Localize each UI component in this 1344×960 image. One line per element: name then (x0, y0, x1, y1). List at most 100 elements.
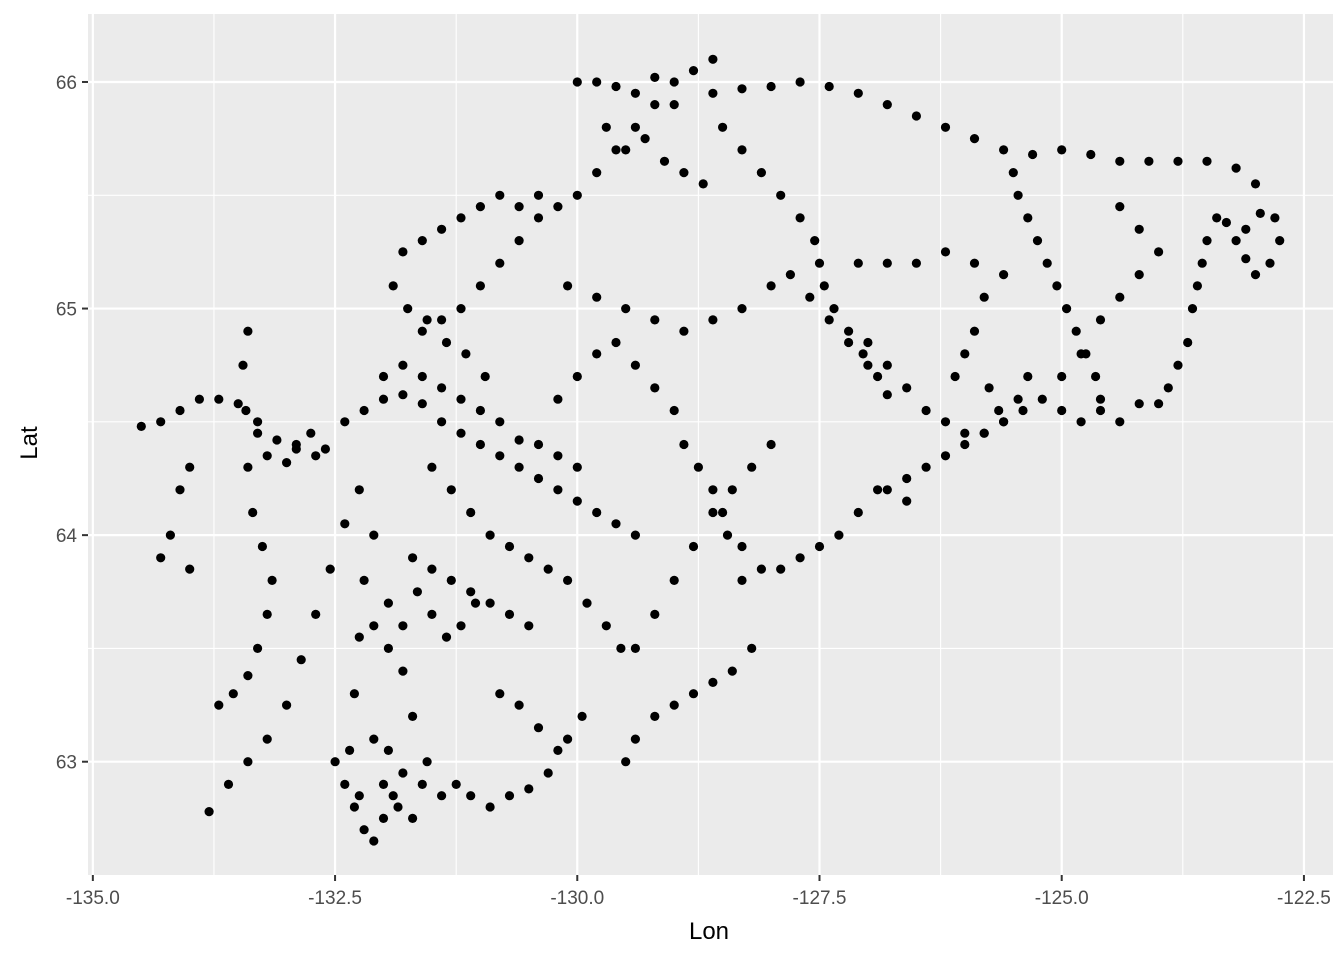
data-point (669, 575, 679, 586)
data-point (766, 81, 776, 92)
data-point (156, 417, 166, 427)
data-point (272, 435, 282, 445)
data-point (514, 202, 524, 212)
data-point (1183, 337, 1193, 348)
data-point (417, 779, 427, 790)
data-point (223, 779, 234, 790)
data-point (984, 383, 994, 393)
data-point (282, 458, 292, 468)
data-point (1134, 270, 1144, 280)
data-point (204, 807, 214, 817)
data-point (592, 77, 602, 87)
data-point (630, 88, 641, 98)
data-point (679, 439, 689, 450)
data-point (340, 519, 350, 529)
data-point (456, 428, 466, 438)
data-point (708, 677, 718, 688)
data-point (427, 462, 437, 472)
data-point (383, 643, 393, 654)
data-point (722, 530, 733, 540)
data-point (810, 236, 820, 246)
data-point (1202, 236, 1212, 246)
data-point (441, 337, 452, 348)
data-point (214, 700, 224, 710)
data-point (708, 54, 718, 64)
data-point (572, 371, 582, 382)
data-point (257, 541, 267, 552)
data-point (1095, 405, 1106, 416)
data-point (495, 190, 505, 200)
data-point (960, 428, 970, 438)
data-point (572, 77, 582, 87)
data-point (1144, 156, 1154, 166)
data-point (708, 485, 718, 495)
data-point (403, 304, 413, 314)
data-point (688, 689, 699, 699)
data-point (408, 553, 418, 563)
data-point (456, 621, 466, 631)
data-point (776, 564, 786, 574)
data-point (1018, 405, 1028, 416)
plot-panel (88, 14, 1333, 875)
data-point (369, 734, 379, 744)
data-point (175, 485, 185, 495)
data-point (533, 473, 544, 484)
data-point (253, 417, 263, 427)
y-axis-title: Lat (16, 426, 43, 460)
data-point (1042, 258, 1052, 268)
data-point (688, 66, 699, 76)
data-point (354, 632, 364, 642)
data-point (999, 145, 1009, 155)
data-point (795, 213, 805, 223)
data-point (359, 575, 369, 586)
data-point (427, 564, 437, 574)
data-point (1023, 213, 1033, 223)
data-point (475, 202, 485, 212)
data-point (601, 621, 611, 631)
data-point (475, 405, 485, 416)
data-point (950, 371, 960, 382)
panel-background (88, 14, 1333, 875)
data-point (911, 258, 922, 268)
data-point (902, 383, 912, 393)
data-point (470, 598, 481, 608)
data-point (882, 360, 892, 370)
data-point (466, 507, 476, 518)
data-point (495, 417, 505, 427)
data-point (1154, 399, 1164, 409)
data-point (233, 399, 243, 409)
data-point (737, 145, 747, 155)
data-point (960, 349, 970, 359)
data-point (650, 315, 660, 325)
data-point (650, 100, 660, 110)
data-point (553, 202, 563, 212)
data-point (853, 88, 863, 98)
data-point (369, 836, 379, 846)
data-point (616, 643, 626, 654)
data-point (999, 417, 1009, 427)
data-point (940, 122, 951, 132)
data-point (669, 100, 679, 110)
data-point (466, 791, 476, 801)
data-point (296, 655, 306, 665)
data-point (514, 435, 524, 445)
data-point (727, 485, 737, 495)
data-point (262, 609, 272, 620)
data-point (693, 462, 704, 472)
data-point (1057, 405, 1067, 416)
data-point (553, 485, 563, 495)
data-point (979, 428, 989, 438)
data-point (136, 421, 146, 431)
data-point (185, 564, 195, 574)
data-point (359, 405, 369, 416)
data-point (844, 337, 854, 348)
data-point (756, 168, 767, 178)
data-point (398, 247, 408, 257)
data-point (398, 360, 408, 370)
data-point (495, 451, 505, 461)
data-point (1076, 349, 1086, 359)
data-point (1023, 371, 1033, 382)
data-point (311, 609, 321, 620)
data-point (1076, 417, 1086, 427)
data-point (437, 224, 447, 234)
